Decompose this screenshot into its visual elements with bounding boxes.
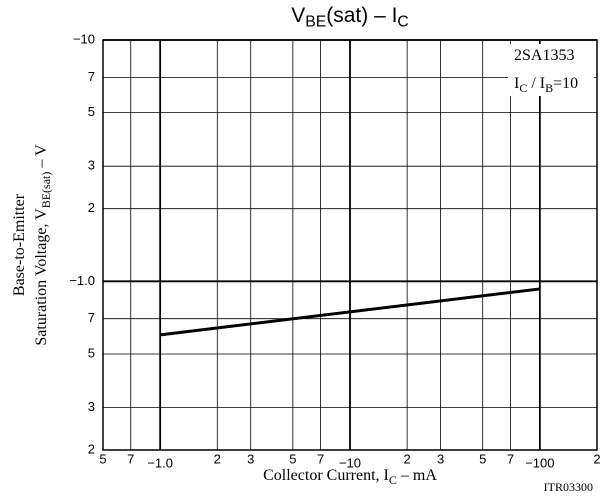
x-tick-label: 7	[127, 451, 134, 466]
y-tick-label: −10	[73, 31, 95, 46]
y-tick-label: 5	[88, 345, 95, 360]
annotation: 2SA1353	[514, 47, 574, 64]
x-axis-label: Collector Current, IC – mA	[263, 467, 437, 487]
y-axis-label: Base-to-Emitter	[11, 193, 28, 296]
y-tick-label: 5	[88, 104, 95, 119]
y-tick-label: 3	[88, 399, 95, 414]
y-tick-label: −1.0	[69, 273, 95, 288]
chart-title: VBE(sat) – IC	[291, 4, 409, 31]
annotation-part: =10	[553, 75, 578, 92]
figure-code: ITR03300	[544, 480, 593, 494]
y-tick-label: 3	[88, 158, 95, 173]
y-tick-label: 2	[88, 441, 95, 456]
data-line	[159, 287, 541, 337]
annotation-part: I	[514, 75, 519, 92]
x-tick-label: 5	[99, 451, 106, 466]
chart-title-part: (sat) – I	[326, 4, 397, 27]
chart-title-part: C	[397, 13, 408, 30]
x-axis-label-part: Collector Current, I	[263, 467, 389, 484]
annotation-part: B	[545, 81, 553, 95]
x-tick-label: 3	[437, 451, 444, 466]
x-axis-label-part: C	[389, 473, 397, 487]
annotation-box	[508, 44, 594, 96]
y-axis-label: Saturation Voltage, VBE(sat) – V	[33, 144, 53, 346]
chart-title-part: BE	[305, 13, 326, 30]
y-tick-label: 7	[88, 69, 95, 84]
x-tick-label: −1.0	[147, 455, 173, 470]
y-axis-label-part: Saturation Voltage, V	[33, 208, 50, 346]
x-tick-label: −100	[525, 455, 554, 470]
y-tick-label: 7	[88, 310, 95, 325]
x-tick-label: 5	[289, 451, 296, 466]
x-axis-label-part: – mA	[397, 467, 437, 484]
y-axis-label-part: Base-to-Emitter	[11, 193, 28, 296]
x-tick-label: 7	[317, 451, 324, 466]
x-tick-label: 2	[404, 451, 411, 466]
annotation-part: C	[519, 81, 527, 95]
x-tick-label: −10	[339, 455, 361, 470]
chart-title-part: V	[291, 4, 305, 27]
annotation-part: / I	[527, 75, 545, 92]
y-tick-label: 2	[88, 200, 95, 215]
x-tick-label: 7	[507, 451, 514, 466]
x-tick-label: 2	[593, 451, 600, 466]
annotation: IC / IB=10	[514, 75, 578, 95]
y-axis-label-part: – V	[33, 144, 50, 172]
x-tick-label: 3	[247, 451, 254, 466]
y-axis-label-part: BE(sat)	[39, 172, 53, 209]
annotation-part: 2SA1353	[514, 47, 574, 64]
x-tick-label: 2	[214, 451, 221, 466]
x-tick-label: 5	[479, 451, 486, 466]
